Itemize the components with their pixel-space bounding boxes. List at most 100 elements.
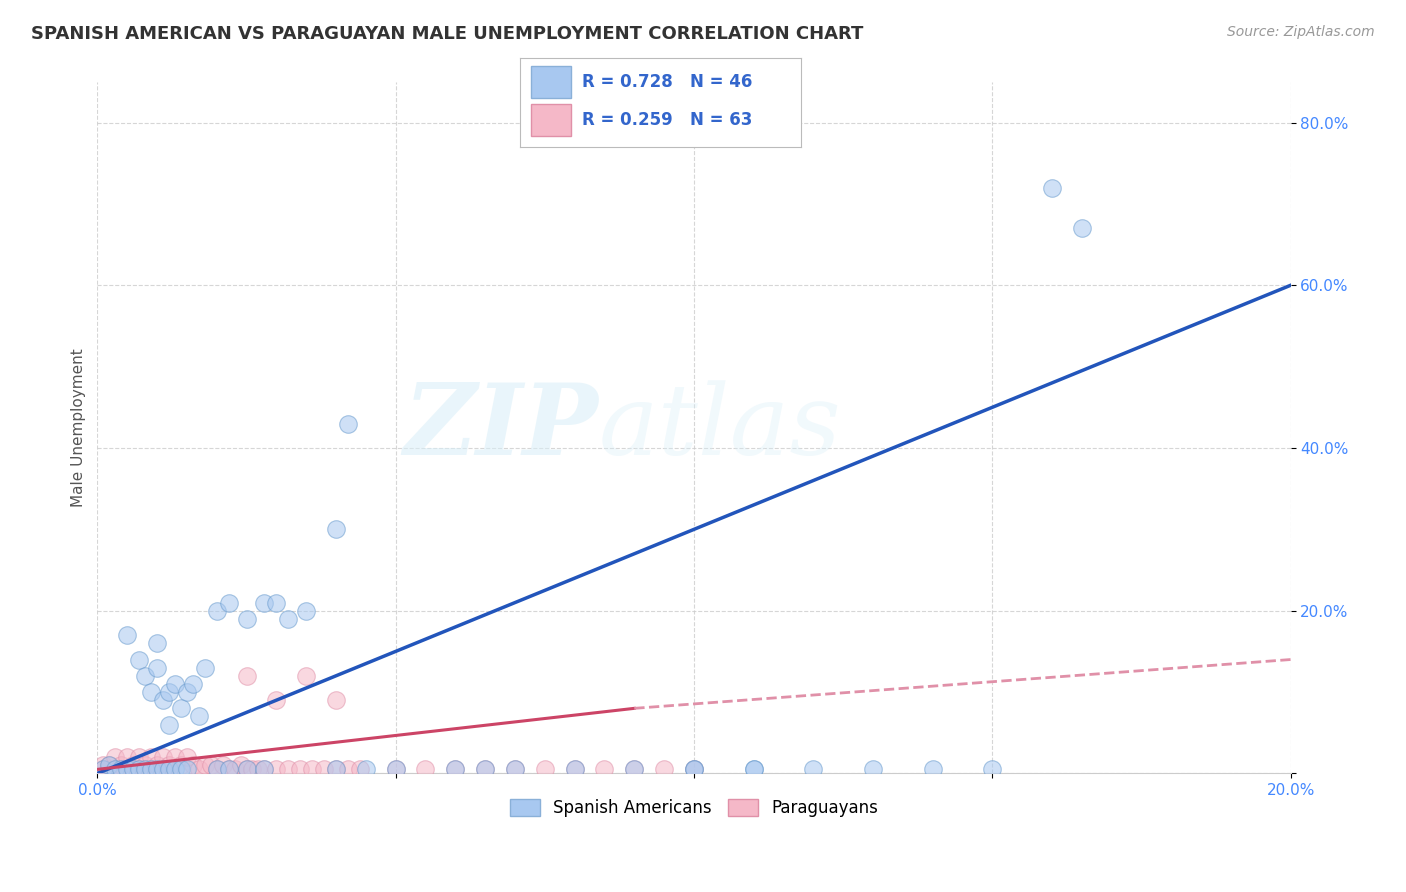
- Point: [104, 763, 127, 777]
- Point: [235, 612, 257, 626]
- Point: [266, 596, 288, 610]
- Point: [503, 763, 526, 777]
- Point: [593, 763, 616, 777]
- Point: [157, 685, 180, 699]
- Point: [301, 763, 323, 777]
- Point: [336, 417, 359, 431]
- Point: [290, 763, 312, 777]
- Legend: Spanish Americans, Paraguayans: Spanish Americans, Paraguayans: [503, 792, 884, 824]
- Point: [277, 763, 299, 777]
- Point: [253, 763, 276, 777]
- Point: [157, 763, 180, 777]
- Point: [384, 763, 406, 777]
- Point: [170, 763, 193, 777]
- Point: [981, 763, 1004, 777]
- Text: SPANISH AMERICAN VS PARAGUAYAN MALE UNEMPLOYMENT CORRELATION CHART: SPANISH AMERICAN VS PARAGUAYAN MALE UNEM…: [31, 25, 863, 43]
- Point: [115, 628, 138, 642]
- Point: [181, 758, 204, 772]
- Point: [325, 522, 347, 536]
- Point: [134, 758, 156, 772]
- Point: [312, 763, 335, 777]
- Point: [200, 758, 222, 772]
- Point: [122, 763, 145, 777]
- Point: [474, 763, 496, 777]
- Point: [564, 763, 586, 777]
- Point: [134, 669, 156, 683]
- Point: [128, 750, 150, 764]
- Point: [139, 763, 162, 777]
- Point: [205, 604, 228, 618]
- Point: [652, 763, 675, 777]
- Point: [742, 763, 765, 777]
- Point: [235, 669, 257, 683]
- Point: [295, 604, 318, 618]
- Point: [862, 763, 884, 777]
- Point: [146, 763, 169, 777]
- Point: [152, 693, 174, 707]
- Point: [211, 758, 233, 772]
- Point: [253, 596, 276, 610]
- Point: [336, 763, 359, 777]
- Point: [564, 763, 586, 777]
- Point: [235, 763, 257, 777]
- Point: [157, 717, 180, 731]
- Point: [218, 763, 240, 777]
- Point: [91, 763, 114, 777]
- Point: [277, 612, 299, 626]
- Point: [623, 763, 645, 777]
- Point: [229, 758, 252, 772]
- Point: [110, 763, 132, 777]
- Point: [325, 693, 347, 707]
- Point: [139, 763, 162, 777]
- Point: [181, 677, 204, 691]
- Point: [163, 750, 186, 764]
- Point: [325, 763, 347, 777]
- Point: [218, 596, 240, 610]
- Point: [157, 763, 180, 777]
- Point: [253, 763, 276, 777]
- Point: [194, 661, 217, 675]
- Point: [742, 763, 765, 777]
- Text: ZIP: ZIP: [404, 379, 599, 476]
- Point: [104, 763, 127, 777]
- Point: [1070, 221, 1092, 235]
- Point: [235, 763, 257, 777]
- Point: [247, 763, 270, 777]
- Text: R = 0.728   N = 46: R = 0.728 N = 46: [582, 73, 752, 91]
- Point: [98, 758, 121, 772]
- Point: [266, 693, 288, 707]
- Point: [205, 763, 228, 777]
- Text: atlas: atlas: [599, 380, 841, 475]
- Text: R = 0.259   N = 63: R = 0.259 N = 63: [582, 112, 752, 129]
- Point: [224, 763, 246, 777]
- Point: [218, 763, 240, 777]
- Point: [801, 763, 824, 777]
- Point: [354, 763, 377, 777]
- Point: [146, 661, 169, 675]
- Point: [266, 763, 288, 777]
- Point: [91, 758, 114, 772]
- Point: [152, 763, 174, 777]
- Point: [533, 763, 555, 777]
- Point: [242, 763, 264, 777]
- Point: [122, 758, 145, 772]
- Point: [683, 763, 706, 777]
- Point: [415, 763, 437, 777]
- Point: [295, 669, 318, 683]
- Point: [146, 763, 169, 777]
- Point: [163, 763, 186, 777]
- Point: [623, 763, 645, 777]
- Point: [384, 763, 406, 777]
- Point: [91, 763, 114, 777]
- Point: [170, 701, 193, 715]
- Point: [128, 763, 150, 777]
- Point: [157, 758, 180, 772]
- Point: [146, 636, 169, 650]
- Point: [187, 763, 209, 777]
- Bar: [531, 66, 571, 98]
- Text: Source: ZipAtlas.com: Source: ZipAtlas.com: [1227, 25, 1375, 39]
- Point: [683, 763, 706, 777]
- Point: [683, 763, 706, 777]
- Point: [139, 685, 162, 699]
- Point: [152, 763, 174, 777]
